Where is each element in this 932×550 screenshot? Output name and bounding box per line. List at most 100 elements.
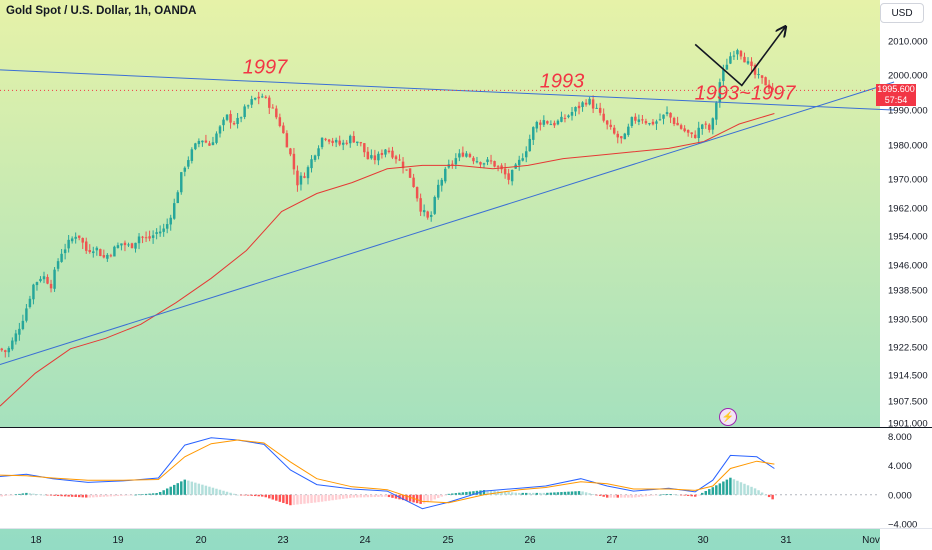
macd-histogram-bar [605, 494, 609, 498]
macd-tick-label: −4.000 [888, 520, 917, 531]
macd-histogram-bar [757, 490, 760, 495]
macd-histogram-bar [21, 493, 25, 495]
candle-body [222, 119, 225, 126]
last-price-badge: 1995.600 57:54 [876, 84, 916, 106]
candle-body [250, 99, 253, 105]
macd-histogram-bar [426, 494, 429, 503]
candle-body [616, 133, 619, 138]
macd-histogram-bar [401, 494, 405, 501]
candle-body [542, 120, 546, 125]
candle-body [70, 238, 74, 242]
macd-histogram-bar [683, 494, 686, 496]
macd-histogram-bar [183, 479, 187, 495]
macd-histogram-bar [528, 492, 531, 495]
candle-body [313, 155, 317, 160]
candle-body [405, 169, 408, 171]
macd-histogram-bar [697, 494, 700, 496]
price-tick-label: 1990.000 [888, 106, 928, 117]
price-tick-label: 2010.000 [888, 37, 928, 48]
macd-histogram-bar [63, 494, 67, 497]
macd-histogram-bar [373, 494, 377, 498]
macd-histogram-bar [458, 492, 461, 495]
candle-body [662, 114, 665, 119]
candle-body [539, 122, 542, 125]
candle-body [183, 167, 187, 172]
macd-histogram-bar [408, 494, 412, 502]
candle-body [517, 159, 521, 166]
macd-histogram-bar [500, 491, 503, 495]
candle-body [218, 126, 222, 134]
candle-body [334, 139, 338, 143]
candle-body [116, 245, 120, 248]
macd-histogram-bar [208, 486, 211, 495]
macd-histogram-bar [70, 494, 74, 497]
candle-body [380, 153, 384, 155]
candle-body [468, 154, 472, 157]
candle-body [341, 142, 345, 145]
macd-histogram-bar [141, 494, 144, 495]
price-tick-label: 1914.500 [888, 371, 928, 382]
lightning-icon[interactable]: ⚡ [719, 408, 737, 426]
macd-histogram-bar [88, 494, 91, 498]
macd-histogram-bar [246, 494, 250, 496]
candle-body [56, 261, 60, 269]
macd-histogram-bar [303, 494, 306, 504]
candle-body [757, 74, 760, 76]
macd-histogram-bar [510, 492, 514, 495]
candle-body [148, 236, 151, 239]
macd-histogram-bar [35, 494, 39, 495]
macd-histogram-bar [644, 494, 648, 497]
macd-histogram-bar [239, 494, 243, 496]
candle-body [422, 210, 426, 213]
candle-body [327, 139, 331, 142]
candle-body [591, 99, 595, 109]
candle-body [697, 127, 700, 139]
candle-body [479, 162, 482, 165]
time-tick-label: 27 [606, 535, 618, 546]
candle-body [655, 121, 658, 124]
macd-histogram-bar [732, 479, 736, 495]
candle-body [236, 117, 239, 124]
price-tick-label: 1901.000 [888, 419, 928, 430]
macd-histogram-bar [525, 492, 528, 495]
candle-body [679, 125, 683, 129]
currency-button[interactable]: USD [880, 3, 924, 23]
macd-histogram-bar [225, 491, 229, 495]
candle-body [359, 142, 363, 144]
macd-histogram-bar [444, 494, 447, 496]
candle-body [324, 138, 327, 140]
candle-body [120, 243, 123, 246]
macd-histogram-bar [560, 492, 563, 495]
price-tick-label: 1907.500 [888, 397, 928, 408]
candle-body [141, 236, 144, 238]
candle-body [42, 276, 46, 280]
candle-body [669, 112, 672, 118]
macd-histogram-bar [486, 490, 489, 495]
macd-histogram-bar [489, 490, 493, 495]
candle-body [74, 236, 77, 239]
candle-body [338, 140, 341, 145]
candle-body [746, 61, 750, 64]
macd-histogram-bar [753, 488, 757, 495]
macd-histogram-bar [162, 490, 165, 495]
macd-histogram-bar [271, 494, 275, 500]
macd-histogram-bar [616, 494, 619, 498]
candle-body [387, 150, 391, 153]
time-tick-label: 20 [195, 535, 207, 546]
candle-body [299, 175, 303, 185]
candle-body [225, 114, 229, 120]
macd-histogram-bar [422, 494, 426, 504]
candle-body [472, 157, 475, 162]
macd-histogram-bar [503, 491, 507, 495]
candle-body [665, 112, 669, 115]
candle-body [701, 124, 704, 129]
candle-body [620, 136, 623, 139]
macd-histogram-bar [429, 494, 433, 501]
candle-body [243, 106, 246, 118]
macd-histogram-bar [317, 494, 320, 503]
macd-histogram-bar [349, 494, 352, 498]
macd-histogram-bar [461, 492, 465, 495]
candle-body [53, 269, 56, 289]
macd-histogram-bar [25, 492, 28, 495]
